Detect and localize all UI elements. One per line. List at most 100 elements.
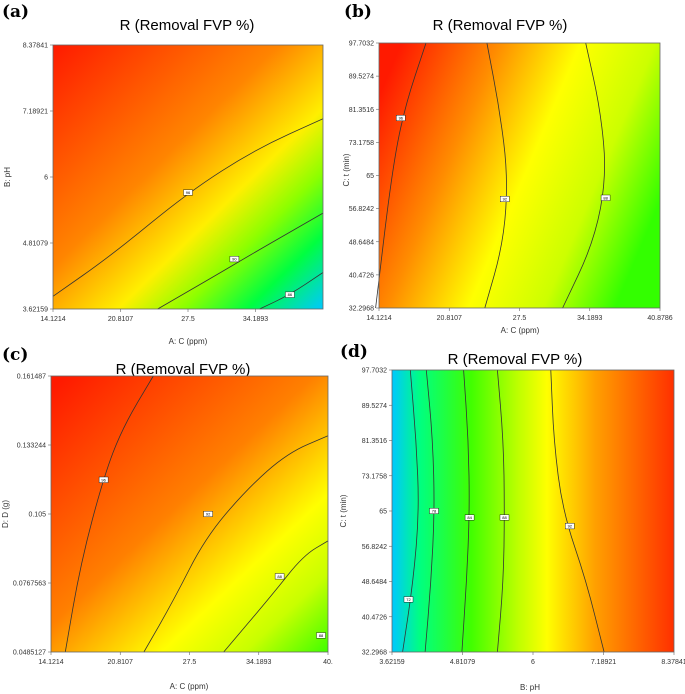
panel-d-contour-88-3 [497,369,505,653]
panel-c-contour-label-text-2: 88 [277,574,282,579]
panel-b: (b) R (Removal FVP %) 96 92 88 14.1214 20.8… [342,2,673,335]
panel-a-title: R (Removal FVP %) [120,17,255,34]
panel-a-contour-label-box-2 [285,291,295,298]
panel-b-x-tick-1: 20.8107 [437,315,462,322]
panel-c-contour-92-1 [143,435,329,653]
panel-b-contour-label-1: 92 [500,195,510,202]
panel-c-x-axis-label: A: C (ppm) [170,682,209,691]
panel-c-y-tick-1: 0.0767563 [13,581,46,588]
panel-c: (c) R (Removal FVP %) 96 92 88 88 14.1214 20… [1,345,333,691]
panel-d-title: R (Removal FVP %) [448,351,583,368]
panel-a-y-axis-label: B: pH [3,167,12,187]
panel-b-contour-label-box-0 [396,114,406,121]
panel-a-x-tick-3: 34.1893 [243,316,268,323]
panel-c-contours [64,375,329,653]
panel-c-contour-label-text-0: 96 [101,477,106,482]
panel-b-x-tick-0: 14.1214 [366,315,391,322]
panel-c-y-tick-0: 0.0485127 [13,650,46,657]
panel-c-y-axis-label: D: D (g) [1,500,10,528]
panel-d: (d) R (Removal FVP %) 72 78 84 88 92 3.62159… [339,342,685,692]
panel-c-heatmap [51,376,328,652]
panel-a-contour-labels: 96 90 86 [183,189,295,298]
panel-d-contour-92-4 [550,369,605,653]
panel-b-heatmap [379,43,660,308]
panel-a-x-tick-2: 27.5 [181,316,195,323]
panel-b-y-tick-6: 81.3516 [349,107,374,114]
panel-d-contour-label-box-3 [499,514,510,521]
panel-a-contour-86-2 [259,272,324,310]
panel-d-y-tick-2: 48.6484 [362,579,387,586]
panel-a-x-tick-1: 20.8107 [108,316,133,323]
panel-d-contour-label-1: 78 [429,508,439,515]
panel-d-y-tick-1: 40.4726 [362,614,387,621]
panel-a-y-tick-2: 6 [44,175,48,182]
panel-d-contour-label-box-0 [403,596,414,603]
panel-d-y-tick-5: 73.1758 [362,473,387,480]
panel-d-x-tick-1: 4.81079 [450,659,475,666]
panel-d-y-ticks: 32.2968 40.4726 48.6484 56.8242 65 73.1758 81.… [362,368,392,657]
panel-b-contour-label-box-1 [500,195,510,202]
panel-c-contour-label-box-2 [274,573,285,580]
panel-a-contour-label-text-0: 96 [186,190,191,195]
panel-c-y-tick-4: 0.161487 [17,374,46,381]
panel-c-contour-label-box-1 [203,511,213,518]
panel-a-label: (a) [2,2,29,22]
panel-c-y-ticks: 0.0485127 0.0767563 0.105 0.133244 0.161487 [13,374,51,657]
panel-a-y-ticks: 3.62159 4.81079 6 7.18921 8.37841 [23,43,53,314]
panel-c-contour-label-text-3: 88 [319,633,324,638]
panel-d-y-tick-4: 65 [379,509,387,516]
panel-b-x-tick-2: 27.5 [513,315,527,322]
panel-a-y-tick-1: 4.81079 [23,241,48,248]
panel-b-contour-label-text-0: 96 [399,116,404,121]
panel-a-contour-96-0 [52,118,324,297]
panel-b-contour-label-text-2: 88 [603,195,608,200]
panel-c-contour-label-3: 88 [316,632,326,639]
panel-d-contour-label-box-2 [464,514,475,521]
panel-a-contour-90-1 [157,212,324,310]
panel-d-label: (d) [340,342,368,362]
panel-c-x-tick-1: 20.8107 [108,659,133,666]
panel-d-contour-label-text-4: 92 [568,524,573,529]
panel-b-contour-92-1 [484,42,507,309]
panel-b-contour-label-0: 96 [396,114,406,121]
panel-d-y-tick-7: 89.5274 [362,403,387,410]
panel-a-contour-label-1: 90 [229,256,240,263]
panel-d-x-tick-2: 6 [531,659,535,666]
panel-d-contour-72-0 [402,369,419,653]
panel-a-y-tick-3: 7.18921 [23,109,48,116]
panel-b-contour-96-0 [375,42,427,309]
panel-a-contour-label-text-1: 90 [232,257,237,262]
panel-a-x-tick-0: 14.1214 [40,316,65,323]
panel-b-y-tick-1: 40.4726 [349,272,374,279]
panel-d-x-ticks: 3.62159 4.81079 6 7.18921 8.37841 [379,652,685,666]
panel-c-contour-label-box-0 [98,476,109,483]
panel-b-contour-labels: 96 92 88 [396,114,611,202]
panel-b-y-tick-8: 97.7032 [349,41,374,48]
panel-c-contour-label-0: 96 [98,476,109,483]
panel-c-contour-label-box-3 [316,632,326,639]
panel-a: (a) R (Removal FVP %) 96 90 86 14.1214 20.8… [2,2,324,346]
panel-c-x-ticks: 14.1214 20.8107 27.5 34.1893 40. [38,652,333,666]
panel-d-contours [402,369,605,653]
panel-a-contour-label-0: 96 [183,189,193,196]
panel-d-y-tick-8: 97.7032 [362,368,387,375]
panel-b-title: R (Removal FVP %) [433,17,568,34]
panel-c-contour-96-0 [64,375,154,653]
panel-d-x-tick-3: 7.18921 [591,659,616,666]
panel-d-y-tick-6: 81.3516 [362,438,387,445]
panel-b-y-tick-5: 73.1758 [349,140,374,147]
panel-c-x-tick-4: 40. [323,659,333,666]
panel-c-y-tick-2: 0.105 [28,512,46,519]
panel-b-y-axis-label: C: t (min) [342,153,351,186]
panel-d-contour-label-text-2: 84 [467,515,472,520]
panel-b-contour-label-box-2 [600,194,611,201]
panel-c-title: R (Removal FVP %) [116,361,251,378]
panel-b-y-tick-0: 32.2968 [349,306,374,313]
panel-b-x-ticks: 14.1214 20.8107 27.5 34.1893 40.8786 [366,308,673,322]
panel-a-x-axis-label: A: C (ppm) [169,337,208,346]
panel-d-y-axis-label: C: t (min) [339,494,348,527]
panel-d-contour-label-3: 88 [499,514,510,521]
panel-b-y-tick-7: 89.5274 [349,74,374,81]
panel-a-heatmap [53,45,323,309]
panel-c-x-tick-3: 34.1893 [246,659,271,666]
